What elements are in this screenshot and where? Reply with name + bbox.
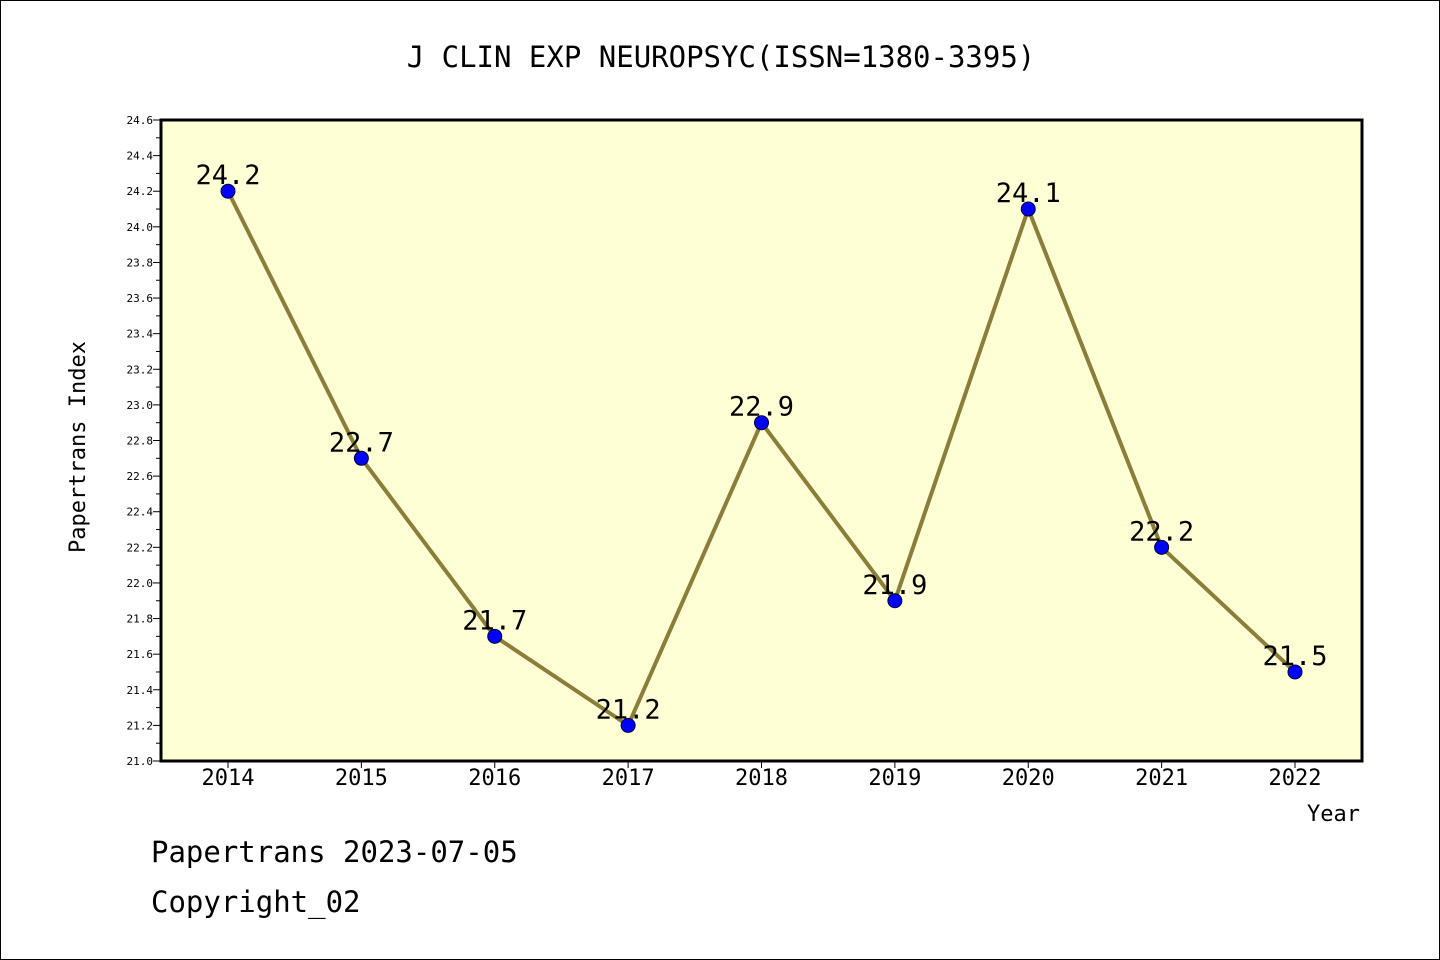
- plot-area: [161, 120, 1362, 761]
- x-axis-title: Year: [1307, 802, 1360, 827]
- y-axis-title: Papertrans Index: [66, 341, 91, 553]
- x-tick-label: 2015: [335, 766, 388, 791]
- y-tick-label: 24.4: [127, 150, 154, 163]
- data-point: [754, 415, 769, 431]
- y-tick-label: 22.4: [127, 506, 154, 519]
- y-tick-label: 24.0: [127, 221, 154, 234]
- data-label: 21.7: [462, 605, 527, 636]
- data-point: [1154, 539, 1170, 555]
- data-point: [1020, 201, 1036, 217]
- data-point: [1287, 664, 1303, 680]
- data-point: [220, 183, 236, 199]
- data-point: [887, 593, 903, 609]
- data-label: 22.9: [729, 392, 794, 423]
- y-tick-label: 23.4: [127, 328, 154, 341]
- x-axis: 2014 2015 2016 2017 2018 2019 2020 2021 2022: [202, 761, 1322, 791]
- y-tick-label: 22.8: [127, 435, 154, 448]
- x-tick-label: 2017: [602, 766, 655, 791]
- data-label: 22.7: [329, 427, 394, 458]
- data-point: [487, 628, 503, 644]
- y-tick-label: 24.2: [127, 185, 154, 198]
- data-label: 21.5: [1262, 641, 1327, 672]
- x-tick-label: 2021: [1135, 766, 1188, 791]
- x-tick-label: 2022: [1269, 766, 1322, 791]
- copyright-text: Copyright_02: [151, 885, 361, 919]
- data-label: 21.2: [596, 694, 661, 725]
- series-layer: 24.2 22.7 21.7 21.2 22.9 21.9 24.1 22.2 21.5: [195, 160, 1328, 733]
- y-tick-label: 22.2: [127, 541, 154, 554]
- y-tick-label: 22.6: [127, 470, 154, 483]
- source-date-text: Papertrans 2023-07-05: [151, 835, 518, 869]
- data-label: 24.2: [195, 160, 260, 191]
- data-point: [620, 717, 636, 733]
- y-tick-label: 23.8: [127, 256, 154, 269]
- x-tick-label: 2014: [202, 766, 255, 791]
- y-tick-label: 21.4: [127, 684, 154, 697]
- x-tick-label: 2016: [468, 766, 521, 791]
- y-axis: 21.0 21.2 21.4 21.6 21.8 22.0 22.2 22.4 22.6 22.8…: [127, 114, 161, 768]
- y-tick-label: 24.6: [127, 114, 154, 127]
- x-tick-label: 2018: [735, 766, 788, 791]
- chart-title: J CLIN EXP NEUROPSYC(ISSN=1380-3395): [407, 40, 1036, 74]
- x-tick-label: 2019: [868, 766, 921, 791]
- y-tick-label: 21.0: [127, 755, 154, 768]
- y-tick-label: 23.6: [127, 292, 154, 305]
- y-tick-label: 22.0: [127, 577, 154, 590]
- data-point: [353, 450, 369, 466]
- y-tick-label: 21.8: [127, 613, 154, 626]
- data-label: 21.9: [862, 570, 927, 601]
- plot-frame: [159, 118, 1364, 763]
- y-tick-label: 21.2: [127, 719, 154, 732]
- y-tick-label: 23.2: [127, 363, 154, 376]
- x-tick-label: 2020: [1002, 766, 1055, 791]
- y-tick-label: 21.6: [127, 648, 154, 661]
- data-label: 24.1: [996, 178, 1061, 209]
- y-tick-label: 23.0: [127, 399, 154, 412]
- data-label: 22.2: [1129, 516, 1194, 547]
